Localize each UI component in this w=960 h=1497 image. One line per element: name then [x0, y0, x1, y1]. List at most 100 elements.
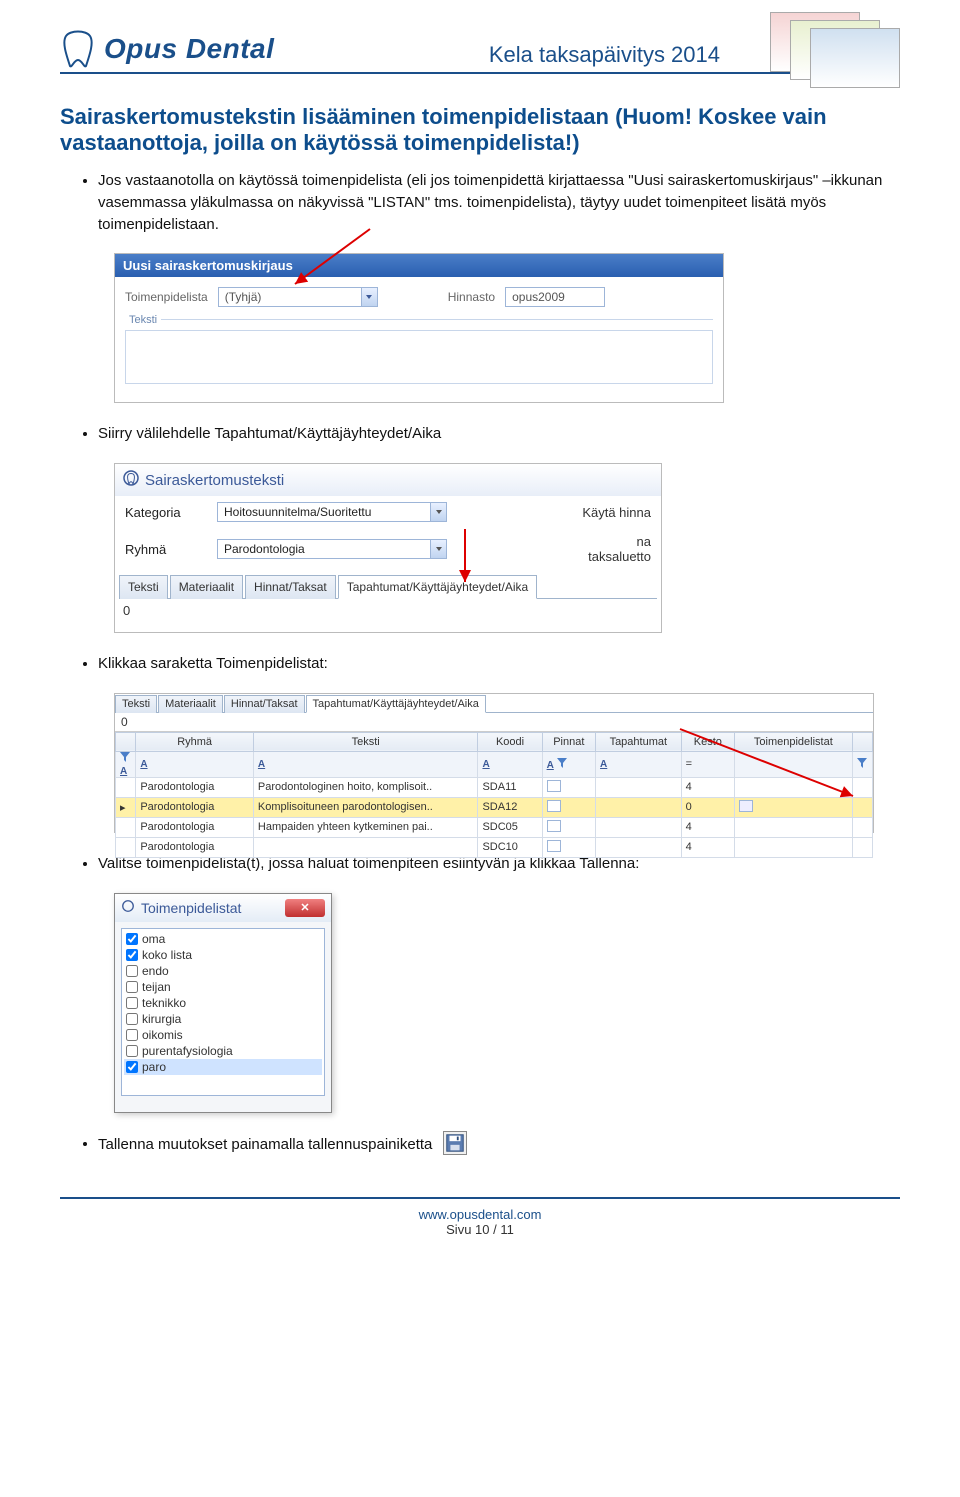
screenshot-toimenpide-table: TekstiMateriaalitHinnat/TaksatTapahtumat… — [114, 693, 874, 833]
checklist-item[interactable]: teijan — [124, 979, 322, 995]
column-header[interactable]: Teksti — [253, 732, 478, 751]
label-ryhma: Ryhmä — [125, 542, 205, 557]
window-title: Sairaskertomusteksti — [145, 472, 284, 489]
table-cell — [735, 837, 853, 857]
checkbox[interactable] — [126, 981, 138, 993]
table-cell — [542, 797, 595, 817]
checklist-item[interactable]: oma — [124, 931, 322, 947]
dropdown-kategoria[interactable]: Hoitosuunnitelma/Suoritettu — [217, 502, 447, 522]
checkbox[interactable] — [126, 1061, 138, 1073]
table-row[interactable]: ParodontologiaSDC104 — [116, 837, 873, 857]
bullet-2: Siirry välilehdelle Tapahtumat/Käyttäjäy… — [98, 423, 900, 445]
close-button[interactable]: ✕ — [285, 899, 325, 917]
page-header: Opus Dental Kela taksapäivitys 2014 — [60, 30, 900, 74]
page-footer: www.opusdental.com Sivu 10 / 11 — [60, 1197, 900, 1237]
checklist-item[interactable]: teknikko — [124, 995, 322, 1011]
dropdown-value: Parodontologia — [218, 542, 430, 556]
table-cell — [735, 817, 853, 837]
tab-tapahtumat-k-ytt-j-yhteydet-aika[interactable]: Tapahtumat/Käyttäjäyhteydet/Aika — [338, 575, 537, 599]
section-heading: Sairaskertomustekstin lisääminen toimenp… — [60, 104, 900, 156]
column-header[interactable]: Tapahtumat — [596, 732, 682, 751]
table-row[interactable]: ParodontologiaHampaiden yhteen kytkemine… — [116, 817, 873, 837]
checkbox[interactable] — [126, 1013, 138, 1025]
checklist-label: teknikko — [142, 996, 186, 1010]
window-title: Uusi sairaskertomuskirjaus — [115, 254, 723, 277]
column-header[interactable]: Ryhmä — [136, 732, 254, 751]
column-header[interactable]: Pinnat — [542, 732, 595, 751]
tab-teksti[interactable]: Teksti — [115, 695, 157, 713]
dropdown-value: opus2009 — [506, 290, 604, 304]
screenshot-toimenpidelistat-dialog: Toimenpidelistat ✕ omakoko listaendoteij… — [114, 893, 332, 1113]
chevron-down-icon[interactable] — [430, 503, 446, 521]
header-thumbnails — [770, 12, 910, 92]
checklist-item[interactable]: purentafysiologia — [124, 1043, 322, 1059]
filter-cell[interactable]: A — [136, 751, 254, 777]
filter-cell[interactable]: A — [596, 751, 682, 777]
checklist-item[interactable]: koko lista — [124, 947, 322, 963]
table-cell: 4 — [681, 817, 734, 837]
filter-cell[interactable]: A — [116, 751, 136, 777]
save-icon[interactable] — [443, 1131, 467, 1155]
tabs-row: TekstiMateriaalitHinnat/TaksatTapahtumat… — [119, 574, 657, 599]
checklist-toimenpidelistat[interactable]: omakoko listaendoteijanteknikkokirurgiao… — [121, 928, 325, 1096]
table-cell — [542, 817, 595, 837]
checkbox[interactable] — [126, 1045, 138, 1057]
filter-cell[interactable]: A — [542, 751, 595, 777]
checklist-item[interactable]: kirurgia — [124, 1011, 322, 1027]
window-title-bar: Sairaskertomusteksti — [115, 464, 661, 496]
table-cell: SDC10 — [478, 837, 542, 857]
checkbox[interactable] — [126, 997, 138, 1009]
tab-materiaalit[interactable]: Materiaalit — [158, 695, 223, 713]
footer-url[interactable]: www.opusdental.com — [419, 1207, 542, 1222]
table-cell — [116, 837, 136, 857]
table-cell: Parodontologia — [136, 837, 254, 857]
column-header[interactable]: Koodi — [478, 732, 542, 751]
tab-hinnat-taksat[interactable]: Hinnat/Taksat — [245, 575, 336, 599]
table-cell — [596, 797, 682, 817]
table-cell — [596, 837, 682, 857]
checkbox[interactable] — [126, 965, 138, 977]
footer-page: Sivu 10 / 11 — [446, 1222, 514, 1237]
table-cell: SDA11 — [478, 777, 542, 797]
table-cell — [253, 837, 478, 857]
tab-teksti[interactable]: Teksti — [119, 575, 168, 599]
table-cell — [542, 777, 595, 797]
filter-cell[interactable]: A — [478, 751, 542, 777]
checkbox[interactable] — [126, 949, 138, 961]
tab-materiaalit[interactable]: Materiaalit — [170, 575, 243, 599]
group-label-teksti: Teksti — [125, 314, 161, 326]
table-cell — [116, 817, 136, 837]
textarea-teksti[interactable] — [125, 330, 713, 384]
dialog-title-bar: Toimenpidelistat ✕ — [115, 894, 331, 922]
checklist-item[interactable]: oikomis — [124, 1027, 322, 1043]
table-cell: Parodontologia — [136, 817, 254, 837]
table-cell: Parodontologia — [136, 777, 254, 797]
red-arrow-icon — [285, 224, 375, 294]
column-header[interactable] — [116, 732, 136, 751]
table-cell: Parodontologia — [136, 797, 254, 817]
table-cell: SDC05 — [478, 817, 542, 837]
tab-tapahtumat-k-ytt-j-yhteydet-aika[interactable]: Tapahtumat/Käyttäjäyhteydet/Aika — [306, 695, 486, 713]
screenshot-uusi-sairaskertomuskirjaus: Uusi sairaskertomuskirjaus Toimenpidelis… — [114, 253, 724, 403]
checklist-item[interactable]: endo — [124, 963, 322, 979]
label-taksaluetto: taksaluetto — [588, 549, 651, 564]
table-cell: Hampaiden yhteen kytkeminen pai.. — [253, 817, 478, 837]
document-title: Kela taksapäivitys 2014 — [489, 42, 720, 68]
filter-cell[interactable]: A — [253, 751, 478, 777]
table-cell — [852, 817, 872, 837]
chevron-down-icon[interactable] — [430, 540, 446, 558]
dropdown-ryhma[interactable]: Parodontologia — [217, 539, 447, 559]
checkbox[interactable] — [126, 1029, 138, 1041]
screenshot-sairaskertomusteksti: Sairaskertomusteksti Kategoria Hoitosuun… — [114, 463, 662, 633]
checklist-item[interactable]: paro — [124, 1059, 322, 1075]
dropdown-hinnasto[interactable]: opus2009 — [505, 287, 605, 307]
checklist-label: oma — [142, 932, 165, 946]
checkbox[interactable] — [126, 933, 138, 945]
red-arrow-icon — [675, 724, 865, 804]
tab-hinnat-taksat[interactable]: Hinnat/Taksat — [224, 695, 305, 713]
table-cell — [596, 777, 682, 797]
row-count: 0 — [115, 599, 661, 622]
brand-name: Opus Dental — [104, 33, 274, 65]
bullet-5-text: Tallenna muutokset painamalla tallennusp… — [98, 1135, 432, 1152]
bullet-1: Jos vastaanotolla on käytössä toimenpide… — [98, 170, 900, 235]
